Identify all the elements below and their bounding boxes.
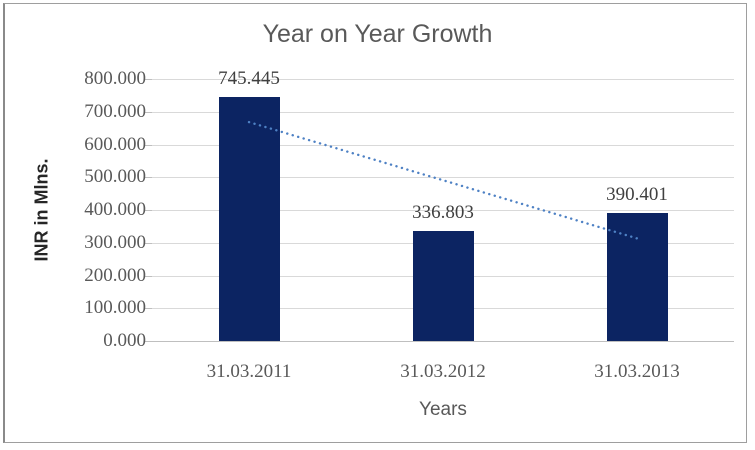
bar (412, 230, 474, 341)
data-label: 390.401 (606, 184, 668, 206)
bar (606, 213, 668, 341)
x-category-label: 31.03.2012 (400, 361, 486, 382)
y-tick-label: 300.000 (84, 232, 146, 253)
bar (218, 96, 280, 341)
y-tick-label: 100.000 (84, 297, 146, 318)
y-tick-mark (145, 210, 152, 211)
y-tick-mark (145, 145, 152, 146)
y-tick-label: 500.000 (84, 166, 146, 187)
x-axis-title: Years (419, 399, 467, 420)
x-category-label: 31.03.2013 (594, 361, 680, 382)
gridline (152, 79, 734, 80)
y-tick-label: 600.000 (84, 134, 146, 155)
y-tick-mark (145, 177, 152, 178)
y-tick-mark (145, 112, 152, 113)
gridline (152, 112, 734, 113)
x-category-label: 31.03.2011 (206, 361, 292, 382)
y-tick-label: 400.000 (84, 199, 146, 220)
y-tick-label: 0.000 (103, 330, 146, 351)
y-tick-mark (145, 308, 152, 309)
data-label: 745.445 (218, 67, 280, 89)
chart-title: Year on Year Growth (262, 20, 493, 48)
y-tick-mark (145, 341, 152, 342)
y-tick-label: 700.000 (84, 101, 146, 122)
y-tick-label: 200.000 (84, 265, 146, 286)
y-tick-mark (145, 79, 152, 80)
y-tick-label: 800.000 (84, 68, 146, 89)
y-tick-mark (145, 276, 152, 277)
data-label: 336.803 (412, 201, 474, 223)
x-axis-line (152, 341, 734, 342)
y-tick-mark (145, 243, 152, 244)
